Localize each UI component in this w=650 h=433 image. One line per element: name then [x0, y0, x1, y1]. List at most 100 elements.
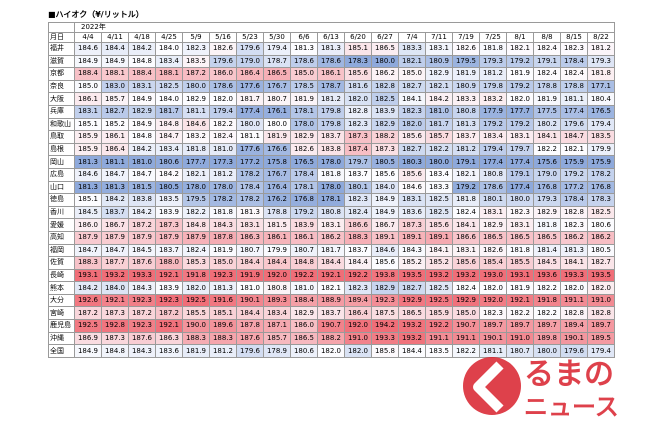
price-cell: 182.1 [506, 42, 534, 56]
table-row: 島根 185.9 186.4 184.2 183.4 181.8 181.0 177.6 176… [48, 142, 615, 157]
price-cell: 188.3 [209, 331, 237, 346]
price-cell: 182.3 [479, 306, 507, 321]
price-cell: 185.1 [74, 117, 102, 132]
price-cell: 177.7 [182, 155, 210, 169]
price-cell: 193.2 [398, 319, 426, 333]
price-cell: 188.1 [101, 67, 129, 81]
column-header: 8/15 [560, 32, 588, 43]
price-cell: 180.8 [263, 281, 291, 295]
price-cell: 184.0 [155, 92, 183, 106]
price-cell: 178.0 [290, 117, 318, 132]
price-cell: 180.0 [371, 54, 399, 69]
price-cell: 179.3 [479, 54, 507, 69]
price-cell: 182.0 [587, 281, 615, 295]
price-cell: 182.5 [425, 205, 453, 220]
price-cell: 185.7 [425, 130, 453, 144]
price-cell: 181.3 [317, 42, 345, 56]
price-cell: 188.9 [317, 293, 345, 308]
price-cell: 189.4 [344, 293, 372, 308]
price-cell: 182.8 [371, 79, 399, 94]
price-cell: 182.7 [398, 281, 426, 295]
price-cell: 184.2 [101, 193, 129, 207]
table-row: 奈良 185.0 183.0 183.1 182.5 180.0 178.6 177.6 176… [48, 79, 615, 94]
price-cell: 183.3 [398, 42, 426, 56]
price-cell: 192.0 [344, 319, 372, 333]
price-cell: 182.0 [398, 117, 426, 132]
price-cell: 183.9 [371, 104, 399, 119]
price-cell: 188.3 [182, 331, 210, 346]
price-cell: 182.1 [425, 79, 453, 94]
price-cell: 178.0 [182, 180, 210, 195]
price-cell: 182.0 [344, 344, 372, 358]
price-cell: 183.5 [182, 54, 210, 69]
price-cell: 186.3 [155, 331, 183, 346]
price-cell: 181.4 [533, 243, 561, 258]
column-header: 4/4 [74, 32, 102, 43]
price-cell: 192.3 [371, 293, 399, 308]
price-cell: 191.1 [560, 293, 588, 308]
price-cell: 193.1 [506, 268, 534, 283]
price-cell: 179.9 [263, 243, 291, 258]
price-cell: 182.5 [425, 193, 453, 207]
price-cell: 182.4 [209, 130, 237, 144]
price-cell: 182.9 [371, 117, 399, 132]
price-cell: 192.9 [398, 293, 426, 308]
price-cell: 187.3 [101, 306, 129, 321]
price-cell: 188.0 [155, 256, 183, 270]
row-label: 大阪 [48, 92, 75, 106]
price-cell: 183.4 [263, 306, 291, 321]
row-label: 熊本 [48, 281, 75, 295]
price-cell: 184.7 [155, 130, 183, 144]
price-cell: 184.4 [101, 42, 129, 56]
price-cell: 181.2 [587, 42, 615, 56]
price-cell: 185.6 [398, 167, 426, 182]
price-cell: 183.7 [344, 243, 372, 258]
price-cell: 190.1 [560, 331, 588, 346]
price-cell: 183.9 [290, 218, 318, 232]
header-row: 月日 4/4 4/11 4/18 4/25 5/9 5/16 5/23 5/30 6/6 6/13 6… [48, 32, 615, 43]
price-cell: 181.3 [74, 180, 102, 195]
row-label: 宮崎 [48, 306, 75, 321]
price-cell: 184.7 [560, 130, 588, 144]
price-cell: 181.3 [209, 281, 237, 295]
price-cell: 184.9 [128, 92, 156, 106]
table-row: 福岡 184.7 184.7 184.5 183.7 182.4 181.9 180.7 179… [48, 243, 615, 258]
price-cell: 184.2 [74, 281, 102, 295]
price-cell: 175.6 [533, 155, 561, 169]
logo: るまの ニュース [462, 347, 642, 427]
price-cell: 192.2 [425, 319, 453, 333]
price-cell: 184.1 [425, 243, 453, 258]
price-cell: 180.0 [236, 117, 264, 132]
price-cell: 191.1 [452, 331, 480, 346]
price-cell: 187.8 [236, 319, 264, 333]
price-cell: 193.5 [587, 268, 615, 283]
price-cell: 178.4 [236, 180, 264, 195]
price-cell: 183.5 [155, 193, 183, 207]
price-cell: 183.2 [182, 130, 210, 144]
price-cell: 184.5 [128, 243, 156, 258]
column-header: 5/16 [209, 32, 237, 43]
price-cell: 187.5 [371, 306, 399, 321]
price-cell: 182.5 [371, 92, 399, 106]
price-cell: 183.3 [452, 92, 480, 106]
price-cell: 191.8 [182, 268, 210, 283]
price-cell: 176.8 [587, 180, 615, 195]
price-cell: 189.8 [533, 331, 561, 346]
price-cell: 181.9 [506, 281, 534, 295]
price-cell: 185.2 [101, 117, 129, 132]
price-cell: 187.2 [182, 67, 210, 81]
price-cell: 181.0 [425, 104, 453, 119]
price-cell: 176.6 [263, 142, 291, 157]
price-cell: 184.1 [560, 256, 588, 270]
price-cell: 184.8 [101, 344, 129, 358]
price-cell: 181.8 [587, 67, 615, 81]
price-cell: 178.6 [317, 54, 345, 69]
price-cell: 192.8 [101, 319, 129, 333]
price-cell: 182.0 [317, 344, 345, 358]
price-cell: 183.0 [101, 79, 129, 94]
price-cell: 182.8 [560, 306, 588, 321]
price-cell: 179.6 [209, 54, 237, 69]
price-cell: 177.9 [479, 104, 507, 119]
price-cell: 182.5 [425, 281, 453, 295]
price-cell: 186.0 [209, 67, 237, 81]
